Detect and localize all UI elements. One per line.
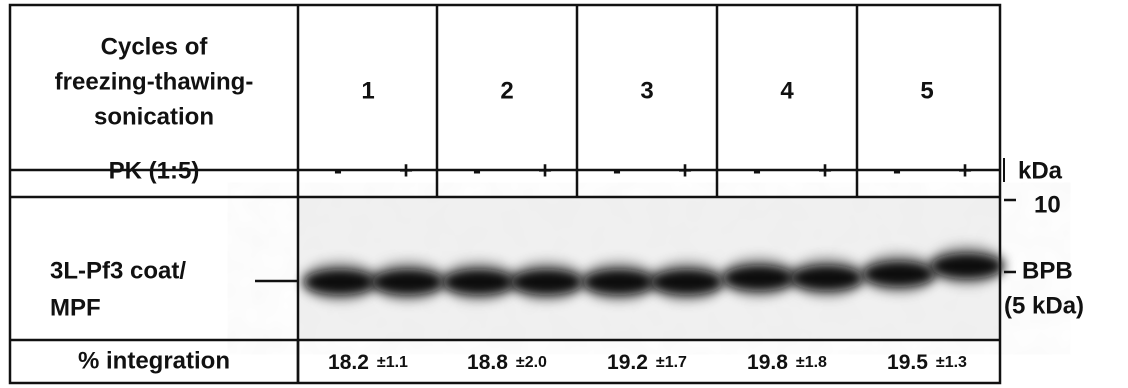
band [723,265,795,291]
band [372,269,444,295]
pk-sign: - [613,157,621,184]
marker-label: BPB [1022,257,1073,284]
blot-label: 3L-Pf3 coat/ [50,257,186,284]
integration-mean: 18.8 [467,351,508,374]
integration-sd: ±1.1 [377,354,408,371]
band [931,253,1003,279]
cycle-number: 5 [920,77,933,104]
band [304,269,376,295]
band [863,261,935,287]
band [511,269,583,295]
page: {"header": {"label_lines": ["Cycles of",… [0,0,1128,388]
cycle-number: 3 [640,77,653,104]
integration-value: 19.2 ±1.7 [607,351,687,374]
pk-sign: + [399,157,413,184]
header-label: Cycles of [101,33,209,60]
integration-sd: ±1.3 [936,354,967,371]
marker-label: (5 kDa) [1004,292,1084,319]
integration-sd: ±1.7 [656,354,687,371]
band [791,265,863,291]
blot-label: MPF [50,294,101,321]
integration-value: 19.5 ±1.3 [887,351,967,374]
integration-mean: 19.5 [887,351,928,374]
pk-sign: + [958,157,972,184]
band [443,269,515,295]
marker-unit: kDa [1018,157,1063,184]
band [583,269,655,295]
integration-value: 19.8 ±1.8 [747,351,827,374]
figure: Cycles of freezing-thawing- sonication P… [0,0,1128,388]
pk-sign: + [818,157,832,184]
integration-mean: 18.2 [328,351,369,374]
pk-sign: - [753,157,761,184]
integration-mean: 19.2 [607,351,648,374]
cycle-number: 2 [500,77,513,104]
header-label: freezing-thawing- [55,68,254,95]
header-label: sonication [94,103,214,130]
marker-label: 10 [1034,191,1061,218]
pk-sign: - [893,157,901,184]
pk-label: PK (1:5) [109,157,200,184]
pk-sign: - [473,157,481,184]
integration-sd: ±1.8 [796,354,827,371]
cycle-number: 4 [780,77,794,104]
integration-mean: 19.8 [747,351,788,374]
cycle-number: 1 [361,77,374,104]
pk-sign: + [538,157,552,184]
integration-value: 18.2 ±1.1 [328,351,408,374]
integration-value: 18.8 ±2.0 [467,351,547,374]
integration-label: % integration [78,347,230,374]
pk-sign: - [334,157,342,184]
integration-sd: ±2.0 [516,354,547,371]
pk-sign: + [678,157,692,184]
band [651,269,723,295]
